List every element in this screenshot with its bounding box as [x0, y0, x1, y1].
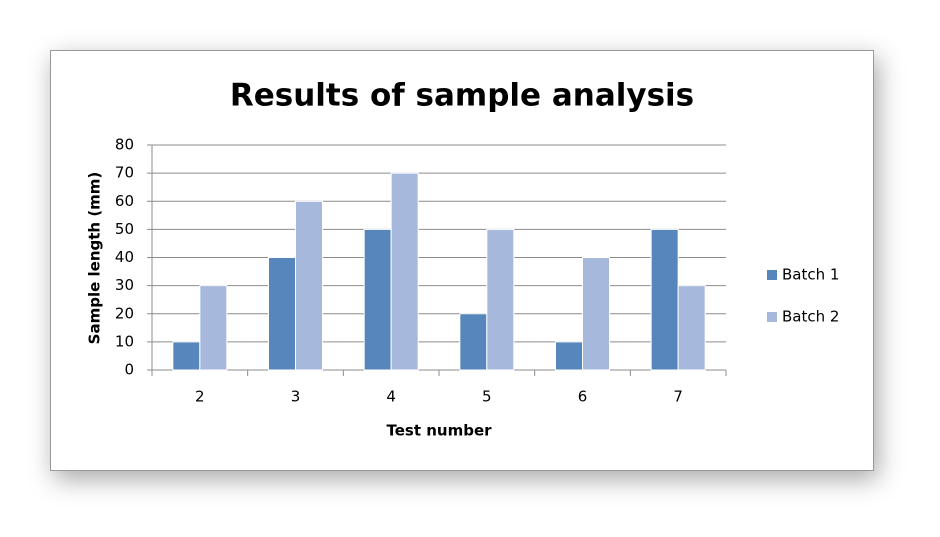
- bar: [459, 313, 488, 371]
- x-tick-label: 4: [386, 388, 396, 406]
- bar: [268, 257, 296, 371]
- y-tick-label: 10: [115, 332, 134, 350]
- y-tick-label: 50: [115, 220, 134, 238]
- x-tick-label: 6: [578, 388, 588, 406]
- bar: [390, 172, 419, 371]
- y-axis-label: Sample length (mm): [86, 172, 104, 345]
- y-tick-label: 30: [115, 276, 134, 294]
- bar: [677, 285, 706, 371]
- bar: [295, 200, 323, 371]
- x-tick-label: 2: [195, 388, 205, 406]
- bar: [555, 341, 583, 371]
- chart-frame: [50, 50, 874, 471]
- legend-label: Batch 1: [782, 266, 839, 284]
- bar: [199, 285, 228, 371]
- y-tick-label: 20: [115, 304, 134, 322]
- y-tick-label: 80: [115, 136, 134, 154]
- x-tick-label: 7: [673, 388, 683, 406]
- y-tick-label: 40: [115, 248, 134, 266]
- bar: [486, 228, 515, 371]
- x-tick-label: 5: [482, 388, 492, 406]
- bar: [363, 228, 392, 371]
- y-tick-label: 70: [115, 164, 134, 182]
- chart-title: Results of sample analysis: [230, 78, 694, 114]
- bar: [650, 228, 679, 371]
- x-axis-label: Test number: [386, 422, 492, 440]
- x-tick-label: 3: [291, 388, 301, 406]
- y-tick-label: 60: [115, 192, 134, 210]
- legend-label: Batch 2: [782, 308, 839, 326]
- bar: [172, 341, 201, 371]
- bar: [582, 257, 610, 371]
- legend-swatch: [767, 270, 777, 280]
- legend-swatch: [767, 312, 777, 322]
- y-tick-label: 0: [124, 361, 134, 379]
